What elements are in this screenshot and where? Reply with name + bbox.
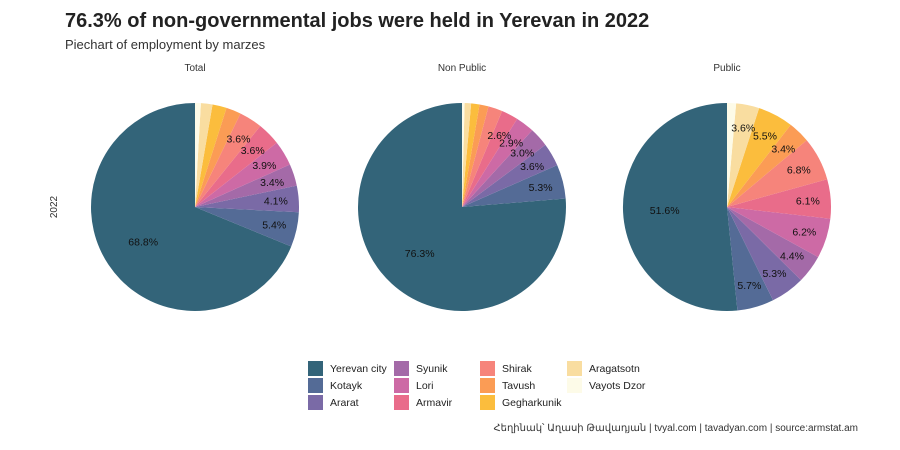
legend-swatch: [394, 361, 409, 376]
slice-label-total-ararat: 4.1%: [264, 196, 288, 208]
chart-subtitle: Piechart of employment by marzes: [65, 37, 266, 52]
slice-label-non-public-syunik: 3.0%: [510, 148, 534, 160]
legend-item-armavir: Armavir: [394, 394, 480, 411]
legend-label: Aragatsotn: [589, 362, 640, 375]
pie-slice-public-vayots-dzor: [727, 102, 737, 207]
pie-slice-non-public-kotayk: [462, 165, 566, 207]
slice-label-public-lori: 6.2%: [792, 227, 816, 239]
slice-label-public-tavush: 3.4%: [771, 144, 795, 156]
slice-label-total-yerevan-city: 68.8%: [128, 237, 158, 249]
pie-slice-public-aragatsotn: [727, 103, 760, 207]
slice-label-total-shirak: 3.6%: [227, 134, 251, 146]
legend-item-shirak: Shirak: [480, 360, 567, 377]
pie-slice-public-armavir: [727, 179, 832, 219]
legend-swatch: [394, 378, 409, 393]
chart-title: 76.3% of non-governmental jobs were held…: [65, 10, 650, 32]
legend-swatch: [394, 395, 409, 410]
pie-slice-non-public-lori: [462, 118, 533, 207]
legend-item-syunik: Syunik: [394, 360, 480, 377]
pie-slice-total-syunik: [195, 164, 297, 207]
legend: Yerevan city Kotayk Ararat Syunik Lori Armavi…: [308, 360, 667, 411]
pie-slice-non-public-vayots-dzor: [462, 102, 465, 207]
pie-slice-public-kotayk: [727, 207, 774, 311]
slice-label-public-syunik: 4.4%: [780, 251, 804, 263]
pie-slice-total-tavush: [195, 107, 241, 207]
slice-label-non-public-ararat: 3.6%: [520, 161, 544, 173]
pie-slice-public-ararat: [727, 207, 801, 301]
pie-slice-total-armavir: [195, 126, 277, 207]
pie-slice-non-public-tavush: [462, 104, 489, 207]
slice-label-public-yerevan-city: 51.6%: [650, 205, 680, 217]
legend-swatch: [480, 361, 495, 376]
legend-label: Kotayk: [330, 379, 363, 392]
pie-chart-panel: 2022Total68.8%5.4%4.1%3.4%3.9%3.6%3.6%No…: [49, 63, 832, 311]
legend-item-kotayk: Kotayk: [308, 377, 394, 394]
pie-slice-total-shirak: [195, 113, 261, 207]
slice-label-public-shirak: 6.8%: [787, 164, 811, 176]
legend-label: Armavir: [416, 396, 453, 409]
pie-slice-public-gegharkunik: [727, 108, 791, 207]
slice-label-public-armavir: 6.1%: [796, 196, 820, 208]
legend-label: Syunik: [416, 362, 448, 375]
pie-slice-non-public-ararat: [462, 144, 558, 207]
legend-label: Tavush: [502, 379, 536, 392]
legend-label: Yerevan city: [330, 362, 387, 375]
slice-label-non-public-lori: 2.9%: [499, 137, 523, 149]
slice-label-total-lori: 3.9%: [252, 160, 276, 172]
pie-slice-non-public-yerevan-city: [357, 103, 566, 311]
slice-label-non-public-kotayk: 5.3%: [529, 182, 553, 194]
pie-slice-non-public-aragatsotn: [462, 103, 472, 207]
pie-slice-total-yerevan-city: [91, 103, 292, 311]
slice-label-non-public-armavir: 2.6%: [487, 130, 511, 142]
legend-label: Ararat: [330, 396, 359, 409]
pie-slice-non-public-armavir: [462, 111, 518, 207]
source-caption: Հեղինակ՝ Աղասի Թավադյան | tvyal.com | ta…: [493, 423, 858, 434]
pie-slice-non-public-gegharkunik: [462, 103, 480, 207]
legend-label: Vayots Dzor: [589, 379, 646, 392]
pie-slice-public-shirak: [727, 140, 828, 207]
slice-label-total-syunik: 3.4%: [260, 177, 284, 189]
legend-swatch: [308, 378, 323, 393]
pie-slice-total-lori: [195, 142, 290, 207]
legend-swatch: [567, 378, 582, 393]
legend-swatch: [308, 361, 323, 376]
legend-item-gegharkunik: Gegharkunik: [480, 394, 567, 411]
facet-title-public: Public: [713, 63, 740, 74]
slice-label-public-kotayk: 5.7%: [737, 280, 761, 292]
pie-slice-total-ararat: [195, 185, 300, 213]
legend-swatch: [308, 395, 323, 410]
facet-title-total: Total: [184, 63, 205, 74]
legend-item-vayots-dzor: Vayots Dzor: [567, 377, 667, 394]
legend-item-tavush: Tavush: [480, 377, 567, 394]
legend-label: Shirak: [502, 362, 532, 375]
row-label: 2022: [49, 195, 60, 218]
legend-swatch: [567, 361, 582, 376]
pie-slice-non-public-shirak: [462, 106, 503, 207]
pie-slice-public-syunik: [727, 207, 819, 281]
slice-label-total-armavir: 3.6%: [241, 145, 265, 157]
slice-label-total-kotayk: 5.4%: [262, 220, 286, 232]
pie-slice-non-public-syunik: [462, 130, 546, 207]
pie-slice-public-lori: [727, 207, 831, 258]
pie-slice-public-tavush: [727, 124, 807, 207]
legend-swatch: [480, 378, 495, 393]
legend-item-yerevan-city: Yerevan city: [308, 360, 394, 377]
pie-slice-total-kotayk: [195, 207, 299, 247]
slice-label-non-public-yerevan-city: 76.3%: [405, 248, 435, 260]
slice-label-public-gegharkunik: 5.5%: [753, 130, 777, 142]
legend-item-ararat: Ararat: [308, 394, 394, 411]
legend-label: Gegharkunik: [502, 396, 562, 409]
pie-slice-total-aragatsotn: [195, 103, 213, 207]
facet-title-non-public: Non Public: [438, 63, 486, 74]
slice-label-public-aragatsotn: 3.6%: [731, 123, 755, 135]
legend-item-aragatsotn: Aragatsotn: [567, 360, 667, 377]
legend-label: Lori: [416, 379, 434, 392]
pie-slice-total-vayots-dzor: [195, 103, 201, 207]
legend-item-lori: Lori: [394, 377, 480, 394]
pie-slice-total-gegharkunik: [195, 104, 227, 207]
legend-swatch: [480, 395, 495, 410]
slice-label-public-ararat: 5.3%: [763, 268, 787, 280]
pie-slice-public-yerevan-city: [622, 102, 738, 311]
